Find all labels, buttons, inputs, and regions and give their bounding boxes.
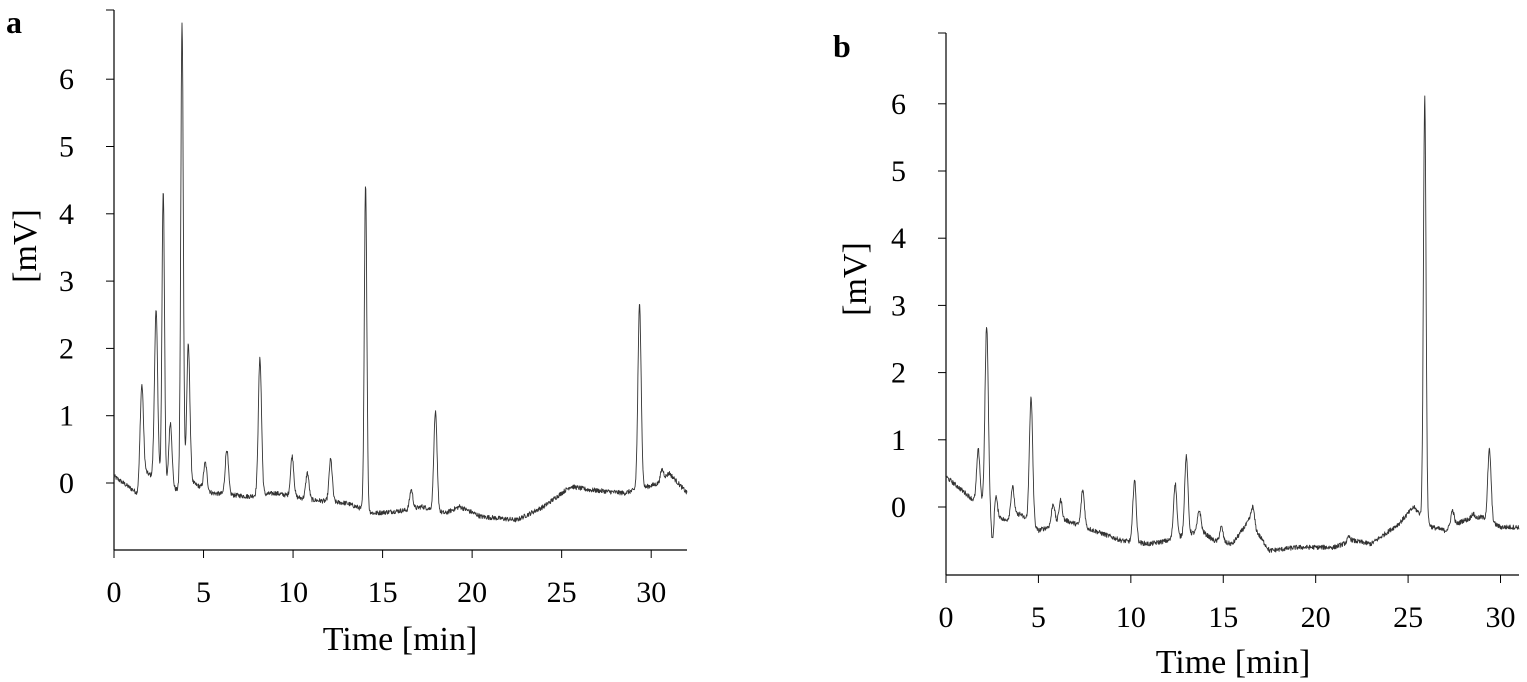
y-tick-label: 1 (891, 424, 906, 457)
y-tick-label: 2 (59, 332, 74, 365)
y-tick-label: 5 (891, 155, 906, 188)
y-tick-label: 4 (59, 198, 74, 231)
y-tick-label: 5 (59, 131, 74, 164)
x-tick-label: 20 (1301, 601, 1331, 634)
peak-point (162, 189, 164, 191)
x-tick-label: 5 (196, 576, 211, 609)
y-tick-label: 3 (59, 265, 74, 298)
peak-point (994, 479, 996, 481)
x-tick-label: 25 (547, 576, 577, 609)
x-tick-label: 5 (1031, 601, 1046, 634)
y-tick-label: 1 (59, 400, 74, 433)
x-tick-label: 10 (1116, 601, 1146, 634)
x-tick-label: 10 (278, 576, 308, 609)
y-tick-label: 0 (891, 491, 906, 524)
panel-label: a (6, 4, 22, 40)
chromatogram-trace (113, 22, 688, 523)
peak-point (992, 553, 994, 555)
y-axis-label: [mV] (837, 242, 874, 316)
peak-point (986, 325, 988, 327)
x-axis-label: Time [min] (323, 621, 478, 658)
peak-point (365, 183, 367, 185)
y-axis-label: [mV] (7, 209, 44, 283)
x-tick-label: 0 (939, 601, 954, 634)
y-tick-label: 0 (59, 467, 74, 500)
chart-panel-b: b 0 1 2 3 4 5 6 0 5 10 15 20 25 30 Time [min] [mV] (833, 28, 1520, 681)
x-tick-label: 15 (368, 576, 398, 609)
chart-panel-a: a 0 1 2 3 4 5 6 0 5 10 15 20 25 30 Time [min] [mV] (6, 4, 688, 658)
chromatogram-trace (945, 95, 1520, 554)
x-axis-label: Time [min] (1156, 644, 1311, 681)
x-tick-label: 30 (636, 576, 666, 609)
x-tick-label: 15 (1208, 601, 1238, 634)
y-tick-label: 2 (891, 357, 906, 390)
x-tick-label: 30 (1486, 601, 1516, 634)
x-tick-label: 0 (107, 576, 122, 609)
x-tick-label: 20 (457, 576, 487, 609)
y-tick-label: 6 (59, 63, 74, 96)
y-tick-label: 3 (891, 289, 906, 322)
panel-label: b (833, 28, 851, 64)
y-tick-label: 6 (891, 88, 906, 121)
peak-point (226, 448, 228, 450)
x-tick-label: 25 (1393, 601, 1423, 634)
y-tick-label: 4 (891, 222, 906, 255)
